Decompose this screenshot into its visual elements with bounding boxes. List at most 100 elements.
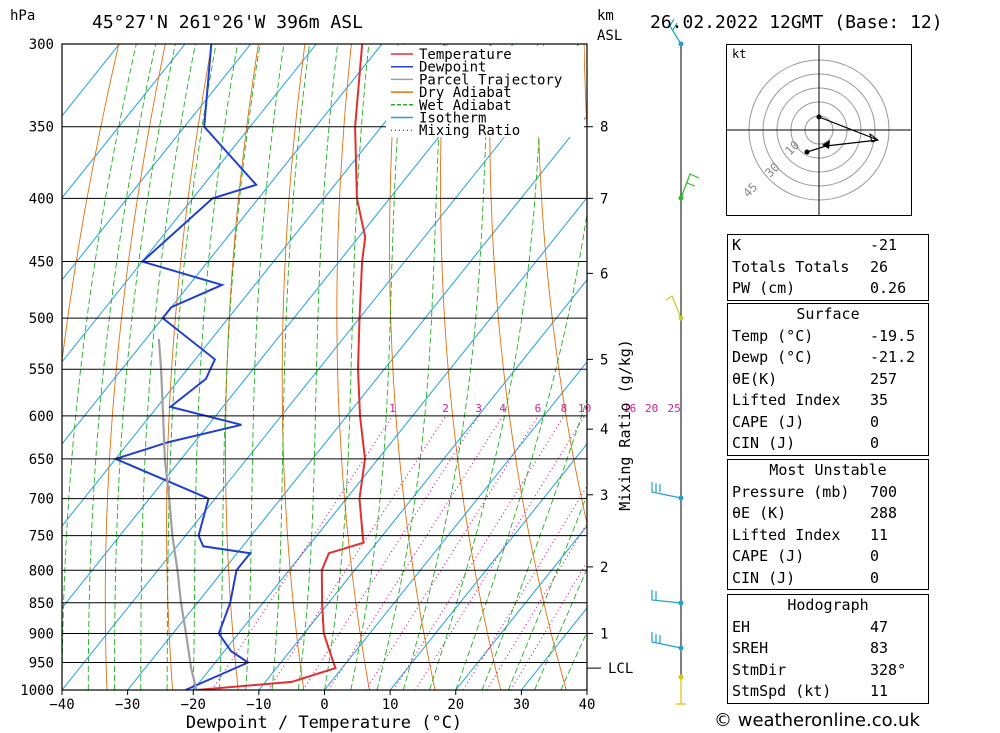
index-row: CIN (J) 0 bbox=[732, 568, 880, 587]
x-tick-label: 0 bbox=[320, 697, 328, 713]
mixing-ratio-label: 8 bbox=[561, 402, 568, 415]
wind-barb bbox=[669, 18, 682, 45]
mixing-ratio-line bbox=[328, 415, 504, 690]
mixing-ratio-line bbox=[211, 415, 393, 690]
mixing-ratio-label: 2 bbox=[442, 402, 449, 415]
pressure-tick-label: 800 bbox=[29, 563, 54, 579]
index-row: Pressure (mb) 700 bbox=[732, 482, 898, 501]
pressure-tick-label: 900 bbox=[29, 626, 54, 642]
km-tick-label: 1 bbox=[600, 626, 608, 642]
pressure-tick-label: 650 bbox=[29, 452, 54, 468]
index-row: EH 47 bbox=[732, 617, 889, 636]
pressure-tick-label: 850 bbox=[29, 596, 54, 612]
hodograph-table: Hodograph EH 47 SREH 83 StmDir 328° StmSpd … bbox=[727, 594, 929, 704]
hodograph-point bbox=[816, 114, 822, 120]
legend-label: Temperature bbox=[419, 47, 512, 63]
datetime-label: 26.02.2022 12GMT (Base: 12) bbox=[650, 12, 943, 33]
isotherm-line bbox=[324, 361, 587, 690]
wet-adiabat-line bbox=[271, 44, 311, 690]
index-row: SREH 83 bbox=[732, 639, 889, 657]
mixing-ratio-label: 16 bbox=[623, 402, 636, 415]
dry-adiabat-line bbox=[956, 44, 1000, 690]
pressure-tick-label: 950 bbox=[29, 655, 54, 671]
km-tick-label: 3 bbox=[600, 488, 608, 504]
wet-adiabat-line bbox=[87, 44, 157, 690]
surface-table: Surface Temp (°C) -19.5 Dewp (°C) -21.2 θE… bbox=[727, 303, 929, 456]
hodograph-point bbox=[804, 149, 810, 155]
hodograph-arrowhead bbox=[869, 132, 880, 143]
index-row: Temp (°C) -19.5 bbox=[732, 326, 916, 345]
hodograph-title: Hodograph bbox=[787, 596, 869, 614]
most-unstable-table: Most Unstable Pressure (mb) 700 θE (K) 288… bbox=[727, 459, 929, 590]
x-tick-label: −20 bbox=[181, 697, 206, 713]
mixing-ratio-label: 3 bbox=[475, 402, 482, 415]
legend-label: Wet Adiabat bbox=[419, 98, 512, 114]
index-row: θE(K) 257 bbox=[732, 369, 898, 388]
wet-adiabat-line bbox=[62, 44, 137, 690]
isotherm-line bbox=[62, 44, 317, 363]
wind-profile bbox=[651, 18, 700, 705]
index-row: K -21 bbox=[732, 236, 898, 254]
index-row: Totals Totals 26 bbox=[732, 257, 889, 276]
legend-label: Dewpoint bbox=[419, 60, 486, 76]
legend-label: Isotherm bbox=[419, 111, 486, 127]
isotherm-line bbox=[62, 44, 448, 527]
wet-adiabat-line bbox=[114, 44, 176, 690]
index-row: Lifted Index 35 bbox=[732, 391, 889, 409]
wind-barb bbox=[680, 173, 700, 199]
dry-adiabat-line bbox=[62, 44, 120, 365]
lcl-label: LCL bbox=[608, 661, 633, 677]
wet-adiabat-line bbox=[140, 44, 196, 690]
pressure-unit-label: hPa bbox=[10, 8, 35, 24]
wet-adiabat-line bbox=[481, 397, 587, 690]
credit-link[interactable]: © weatheronline.co.uk bbox=[714, 710, 920, 731]
pressure-tick-label: 400 bbox=[29, 191, 54, 207]
wet-adiabat-line bbox=[350, 44, 405, 690]
wet-adiabat-line bbox=[534, 567, 587, 690]
hodograph: kt 10 30 45 bbox=[726, 44, 912, 216]
pressure-tick-label: 300 bbox=[29, 37, 54, 53]
most-unstable-title: Most Unstable bbox=[769, 461, 887, 479]
dry-adiabat-line bbox=[440, 44, 502, 690]
wet-adiabat-line bbox=[402, 44, 491, 690]
km-tick-label: 7 bbox=[600, 191, 608, 207]
dry-adiabat-line bbox=[225, 44, 259, 690]
wind-barb bbox=[676, 677, 686, 705]
pressure-tick-label: 450 bbox=[29, 255, 54, 271]
pressure-tick-label: 550 bbox=[29, 362, 54, 378]
index-row: Lifted Index 11 bbox=[732, 525, 889, 544]
mixing-ratio-axis-label: Mixing Ratio (g/kg) bbox=[616, 339, 634, 511]
mixing-ratio-line bbox=[267, 415, 447, 690]
pressure-tick-label: 600 bbox=[29, 409, 54, 425]
x-tick-label: 10 bbox=[382, 697, 399, 713]
storm-motion-arrow bbox=[822, 140, 830, 149]
x-tick-label: −40 bbox=[49, 697, 74, 713]
isotherm-line bbox=[192, 197, 587, 690]
x-tick-label: −10 bbox=[246, 697, 271, 713]
pressure-tick-label: 1000 bbox=[20, 683, 54, 699]
isotherm-line bbox=[127, 114, 587, 690]
mixing-ratio-line bbox=[392, 415, 565, 690]
x-tick-label: 40 bbox=[579, 697, 596, 713]
isotherm-line bbox=[389, 443, 587, 690]
index-row: StmDir 328° bbox=[732, 660, 907, 679]
mixing-ratio-label: 25 bbox=[668, 402, 681, 415]
indices-general-table: K -21 Totals Totals 26 PW (cm) 0.26 bbox=[727, 234, 929, 301]
isotherm-line bbox=[62, 44, 252, 281]
x-tick-label: −30 bbox=[115, 697, 140, 713]
wet-adiabat-line bbox=[297, 44, 339, 690]
km-tick-label: 2 bbox=[600, 560, 608, 576]
x-tick-label: 20 bbox=[447, 697, 464, 713]
wet-adiabat-line bbox=[219, 44, 261, 690]
legend-label: Parcel Trajectory bbox=[419, 72, 562, 88]
km-unit-label: km bbox=[597, 8, 614, 24]
index-row: StmSpd (kt) 11 bbox=[732, 682, 889, 700]
km-tick-label: 8 bbox=[600, 120, 608, 136]
isotherm-line bbox=[62, 44, 383, 445]
legend-label: Dry Adiabat bbox=[419, 85, 512, 101]
pressure-tick-label: 700 bbox=[29, 492, 54, 508]
mixing-ratio-label: 4 bbox=[499, 402, 506, 415]
plot-frame bbox=[61, 43, 588, 691]
isotherm-line bbox=[258, 279, 587, 690]
